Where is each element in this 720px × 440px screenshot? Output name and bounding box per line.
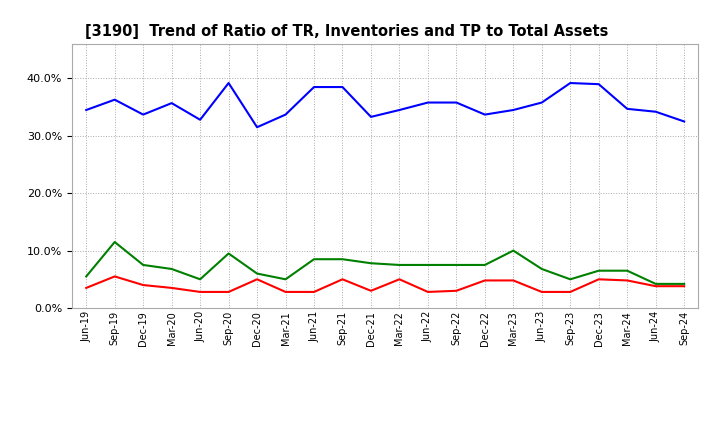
Inventories: [196, 117, 204, 122]
Trade Payables: [225, 251, 233, 256]
Trade Payables: [480, 262, 489, 268]
Trade Payables: [196, 277, 204, 282]
Trade Receivables: [282, 289, 290, 294]
Trade Receivables: [452, 288, 461, 293]
Inventories: [537, 100, 546, 105]
Inventories: [167, 100, 176, 106]
Inventories: [680, 119, 688, 124]
Text: [3190]  Trend of Ratio of TR, Inventories and TP to Total Assets: [3190] Trend of Ratio of TR, Inventories…: [84, 24, 608, 39]
Trade Payables: [110, 239, 119, 245]
Inventories: [253, 125, 261, 130]
Trade Payables: [652, 281, 660, 286]
Trade Receivables: [623, 278, 631, 283]
Trade Receivables: [480, 278, 489, 283]
Trade Payables: [395, 262, 404, 268]
Trade Receivables: [652, 283, 660, 289]
Trade Payables: [452, 262, 461, 268]
Trade Receivables: [423, 289, 432, 294]
Trade Payables: [338, 257, 347, 262]
Trade Receivables: [509, 278, 518, 283]
Trade Receivables: [366, 288, 375, 293]
Trade Payables: [423, 262, 432, 268]
Trade Payables: [82, 274, 91, 279]
Trade Payables: [595, 268, 603, 273]
Inventories: [595, 81, 603, 87]
Trade Payables: [623, 268, 631, 273]
Trade Payables: [167, 266, 176, 271]
Inventories: [423, 100, 432, 105]
Trade Payables: [566, 277, 575, 282]
Trade Receivables: [595, 277, 603, 282]
Inventories: [452, 100, 461, 105]
Trade Payables: [139, 262, 148, 268]
Inventories: [395, 107, 404, 113]
Trade Receivables: [167, 285, 176, 290]
Line: Trade Payables: Trade Payables: [86, 242, 684, 284]
Trade Payables: [310, 257, 318, 262]
Inventories: [623, 106, 631, 111]
Trade Receivables: [537, 289, 546, 294]
Trade Receivables: [680, 283, 688, 289]
Trade Payables: [509, 248, 518, 253]
Trade Receivables: [139, 282, 148, 288]
Line: Inventories: Inventories: [86, 83, 684, 127]
Trade Receivables: [225, 289, 233, 294]
Trade Payables: [680, 281, 688, 286]
Inventories: [282, 112, 290, 117]
Line: Trade Receivables: Trade Receivables: [86, 276, 684, 292]
Trade Payables: [253, 271, 261, 276]
Trade Receivables: [253, 277, 261, 282]
Inventories: [82, 107, 91, 113]
Trade Payables: [537, 266, 546, 271]
Inventories: [652, 109, 660, 114]
Inventories: [509, 107, 518, 113]
Trade Receivables: [310, 289, 318, 294]
Trade Receivables: [82, 285, 91, 290]
Trade Receivables: [395, 277, 404, 282]
Inventories: [139, 112, 148, 117]
Inventories: [310, 84, 318, 90]
Trade Payables: [366, 260, 375, 266]
Inventories: [480, 112, 489, 117]
Trade Receivables: [196, 289, 204, 294]
Trade Payables: [282, 277, 290, 282]
Trade Receivables: [338, 277, 347, 282]
Trade Receivables: [110, 274, 119, 279]
Inventories: [366, 114, 375, 120]
Inventories: [338, 84, 347, 90]
Trade Receivables: [566, 289, 575, 294]
Inventories: [566, 81, 575, 86]
Inventories: [225, 81, 233, 86]
Inventories: [110, 97, 119, 103]
